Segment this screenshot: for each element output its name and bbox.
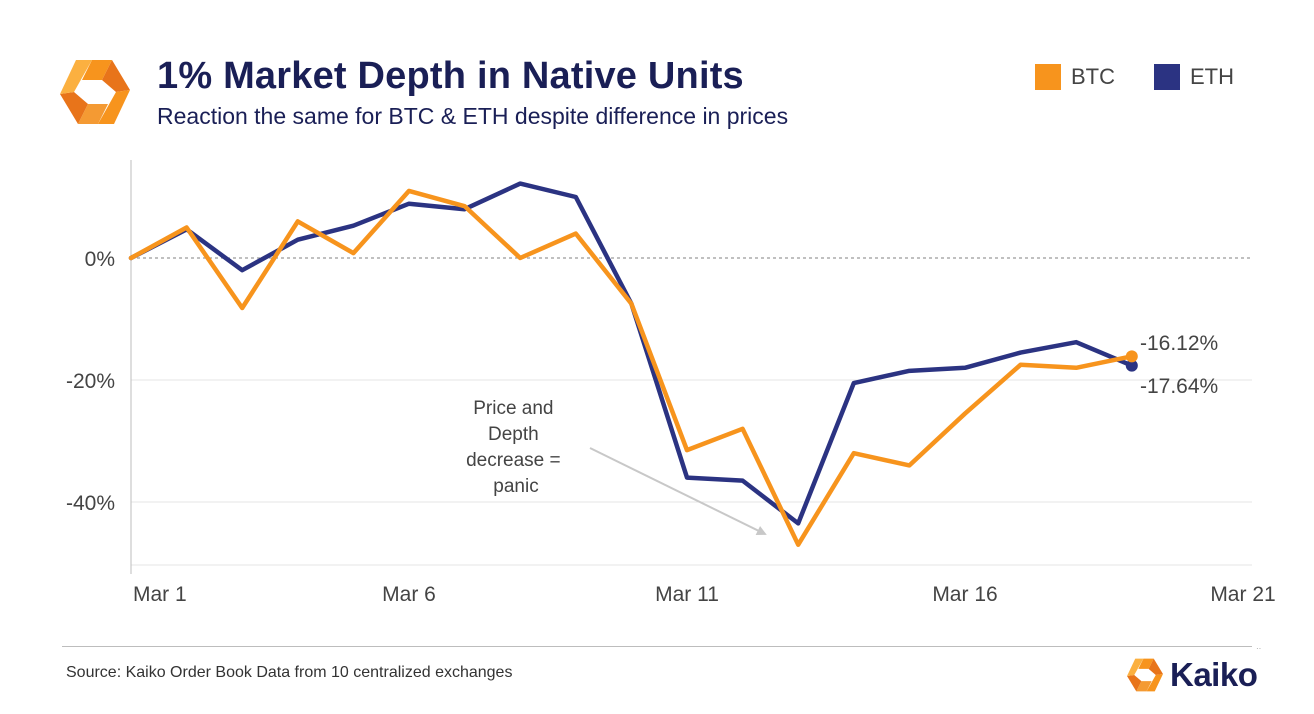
legend-item-btc: BTC [1035, 64, 1115, 90]
x-tick-label: Mar 1 [133, 583, 187, 606]
annotation-arrow [589, 447, 767, 535]
line-chart: 0% -20% -40% Mar 1 Mar 6 Mar 11 Mar 16 Mar 21 P… [66, 160, 1276, 606]
x-tick-label: Mar 11 [655, 583, 719, 606]
annotation-line-2: Depth [488, 424, 539, 445]
footer-divider [62, 646, 1252, 647]
x-tick-label: Mar 16 [932, 583, 997, 606]
x-tick-label: Mar 6 [382, 583, 436, 606]
y-tick-label: -20% [66, 370, 115, 393]
legend-label-btc: BTC [1071, 64, 1115, 89]
legend-swatch-btc [1035, 64, 1061, 90]
annotation-line-4: panic [493, 476, 538, 497]
legend-item-eth: ETH [1154, 64, 1234, 90]
brand-logo: Kaiko [1126, 655, 1258, 695]
legend-swatch-eth [1154, 64, 1180, 90]
y-tick-label: -40% [66, 492, 115, 515]
kaiko-logo-icon [1127, 658, 1163, 692]
annotation-text: Price and Depth decrease = panic [466, 398, 566, 497]
x-tick-label: Mar 21 [1210, 583, 1275, 606]
y-tick-label: 0% [85, 248, 115, 271]
annotation-line-3: decrease = [466, 450, 561, 471]
series-line-eth [128, 181, 1135, 526]
brand-name: Kaiko [1170, 656, 1258, 693]
end-label-eth: -17.64% [1140, 375, 1218, 398]
chart-title: 1% Market Depth in Native Units [157, 55, 744, 97]
legend-label-eth: ETH [1190, 64, 1234, 89]
annotation-line-1: Price and [473, 398, 553, 419]
series-line-btc [128, 188, 1135, 547]
kaiko-logo-icon [60, 60, 130, 124]
data-point-btc [1125, 350, 1138, 363]
footer-dots: ·· [1256, 644, 1262, 653]
source-note: Source: Kaiko Order Book Data from 10 ce… [66, 664, 513, 681]
chart-subtitle: Reaction the same for BTC & ETH despite … [157, 103, 789, 129]
data-point-eth [1125, 359, 1138, 372]
end-label-btc: -16.12% [1140, 332, 1218, 355]
